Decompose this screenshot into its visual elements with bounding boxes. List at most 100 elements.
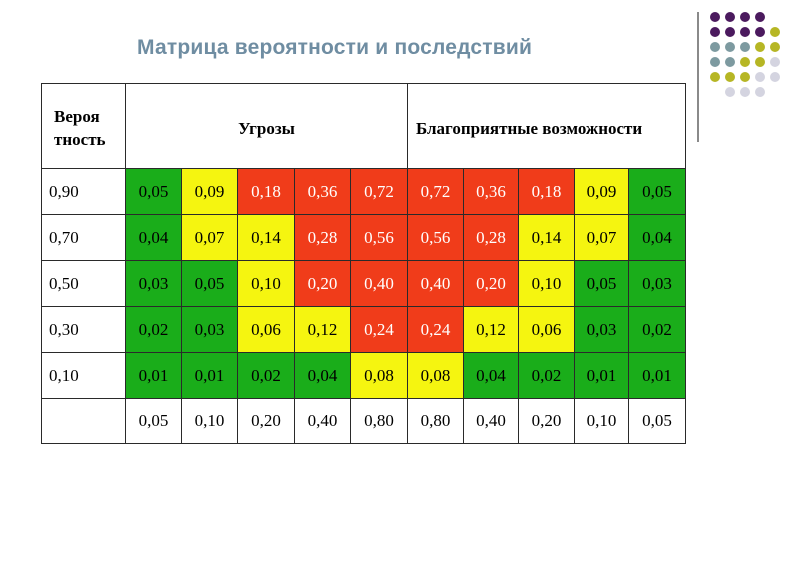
risk-score-cell: 0,40	[350, 260, 408, 307]
risk-score-cell: 0,12	[463, 306, 519, 353]
risk-score-cell: 0,12	[294, 306, 351, 353]
impact-value: 0,20	[237, 398, 295, 444]
risk-score-cell: 0,03	[125, 260, 182, 307]
slide-title: Матрица вероятности и последствий	[137, 36, 533, 59]
risk-score-cell: 0,07	[181, 214, 238, 261]
risk-score-cell: 0,72	[350, 168, 408, 215]
decorative-dot	[710, 27, 720, 37]
probability-impact-matrix: Вероя тность Угрозы Благоприятные возмож…	[41, 83, 686, 444]
threats-header: Угрозы	[125, 83, 408, 169]
decorative-dot	[755, 72, 765, 82]
risk-score-cell: 0,05	[125, 168, 182, 215]
risk-score-cell: 0,08	[350, 352, 408, 399]
decorative-dot	[755, 42, 765, 52]
probability-value: 0,90	[41, 168, 126, 215]
risk-score-cell: 0,05	[574, 260, 629, 307]
risk-score-cell: 0,09	[181, 168, 238, 215]
risk-score-cell: 0,56	[407, 214, 464, 261]
risk-score-cell: 0,56	[350, 214, 408, 261]
decorative-dot	[725, 57, 735, 67]
decorative-dot-grid	[710, 12, 790, 132]
risk-score-cell: 0,03	[574, 306, 629, 353]
decorative-dot	[740, 57, 750, 67]
empty-corner-cell	[41, 398, 126, 444]
impact-value: 0,05	[125, 398, 182, 444]
decorative-dot	[740, 27, 750, 37]
risk-score-cell: 0,03	[181, 306, 238, 353]
risk-score-cell: 0,04	[463, 352, 519, 399]
header-row: Вероя тность Угрозы Благоприятные возмож…	[41, 83, 686, 169]
decorative-dot	[725, 12, 735, 22]
risk-score-cell: 0,07	[574, 214, 629, 261]
risk-score-cell: 0,14	[518, 214, 575, 261]
decorative-divider	[697, 12, 699, 142]
impact-row: 0,05 0,10 0,20 0,40 0,80 0,80 0,40 0,20 0,10 0,05	[41, 398, 686, 444]
probability-value: 0,50	[41, 260, 126, 307]
probability-value: 0,10	[41, 352, 126, 399]
impact-value: 0,80	[407, 398, 464, 444]
risk-score-cell: 0,18	[518, 168, 575, 215]
matrix-row: 0,90 0,05 0,09 0,18 0,36 0,72 0,72 0,36 0,18 0,09…	[41, 168, 686, 215]
impact-value: 0,40	[463, 398, 519, 444]
decorative-dot	[710, 42, 720, 52]
risk-score-cell: 0,01	[181, 352, 238, 399]
decorative-dot	[710, 57, 720, 67]
decorative-dot	[740, 87, 750, 97]
matrix-row: 0,10 0,01 0,01 0,02 0,04 0,08 0,08 0,04 0,02 0,01…	[41, 352, 686, 399]
risk-score-cell: 0,06	[237, 306, 295, 353]
risk-score-cell: 0,24	[407, 306, 464, 353]
risk-score-cell: 0,18	[237, 168, 295, 215]
probability-value: 0,70	[41, 214, 126, 261]
matrix-row: 0,70 0,04 0,07 0,14 0,28 0,56 0,56 0,28 0,14 0,07…	[41, 214, 686, 261]
decorative-dot	[770, 57, 780, 67]
risk-score-cell: 0,28	[294, 214, 351, 261]
decorative-dot	[770, 72, 780, 82]
risk-score-cell: 0,01	[574, 352, 629, 399]
decorative-dot	[710, 12, 720, 22]
decorative-dot	[770, 27, 780, 37]
risk-score-cell: 0,01	[125, 352, 182, 399]
matrix-row: 0,30 0,02 0,03 0,06 0,12 0,24 0,24 0,12 0,06 0,03…	[41, 306, 686, 353]
opportunities-header: Благоприятные возможности	[407, 83, 686, 169]
risk-score-cell: 0,14	[237, 214, 295, 261]
decorative-dot	[755, 27, 765, 37]
decorative-dot	[740, 12, 750, 22]
risk-score-cell: 0,02	[518, 352, 575, 399]
risk-score-cell: 0,20	[463, 260, 519, 307]
impact-value: 0,10	[574, 398, 629, 444]
risk-score-cell: 0,05	[181, 260, 238, 307]
risk-score-cell: 0,02	[237, 352, 295, 399]
decorative-dot	[740, 42, 750, 52]
risk-score-cell: 0,24	[350, 306, 408, 353]
risk-score-cell: 0,10	[237, 260, 295, 307]
decorative-dot	[710, 72, 720, 82]
risk-score-cell: 0,02	[125, 306, 182, 353]
impact-value: 0,40	[294, 398, 351, 444]
risk-score-cell: 0,04	[628, 214, 686, 261]
decorative-dot	[725, 72, 735, 82]
risk-score-cell: 0,09	[574, 168, 629, 215]
risk-score-cell: 0,01	[628, 352, 686, 399]
impact-value: 0,10	[181, 398, 238, 444]
decorative-dot	[770, 42, 780, 52]
decorative-dot	[755, 12, 765, 22]
risk-score-cell: 0,40	[407, 260, 464, 307]
decorative-dot	[725, 42, 735, 52]
risk-score-cell: 0,72	[407, 168, 464, 215]
decorative-dot	[755, 57, 765, 67]
decorative-dot	[725, 27, 735, 37]
probability-header: Вероя тность	[41, 83, 126, 169]
impact-value: 0,20	[518, 398, 575, 444]
risk-score-cell: 0,36	[294, 168, 351, 215]
risk-score-cell: 0,10	[518, 260, 575, 307]
risk-score-cell: 0,20	[294, 260, 351, 307]
risk-score-cell: 0,04	[294, 352, 351, 399]
risk-score-cell: 0,05	[628, 168, 686, 215]
matrix-row: 0,50 0,03 0,05 0,10 0,20 0,40 0,40 0,20 0,10 0,05…	[41, 260, 686, 307]
decorative-dot	[725, 87, 735, 97]
risk-score-cell: 0,04	[125, 214, 182, 261]
risk-score-cell: 0,02	[628, 306, 686, 353]
decorative-dot	[740, 72, 750, 82]
risk-score-cell: 0,03	[628, 260, 686, 307]
risk-score-cell: 0,08	[407, 352, 464, 399]
